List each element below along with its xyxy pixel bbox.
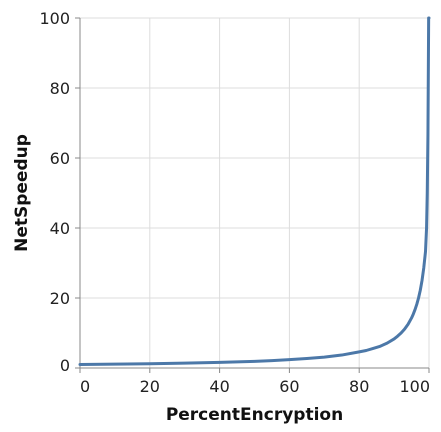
x-ticks: 0 20 40 60 80 100	[79, 368, 430, 396]
x-tick-label: 100	[399, 377, 430, 396]
y-tick-label: 80	[50, 79, 70, 98]
series-line	[78, 16, 431, 366]
y-axis-title: NetSpeedup	[12, 134, 32, 252]
axes	[79, 18, 429, 369]
x-tick-label: 0	[80, 377, 90, 396]
y-tick-label: 0	[60, 356, 70, 375]
grid	[79, 17, 430, 369]
y-tick-label: 100	[39, 9, 70, 28]
x-tick-label: 80	[349, 377, 369, 396]
x-tick-label: 40	[209, 377, 229, 396]
y-tick-label: 20	[50, 289, 70, 308]
y-ticks: 0 20 40 60 80 100	[39, 9, 80, 375]
y-tick-label: 40	[50, 219, 70, 238]
x-axis-title: PercentEncryption	[166, 405, 343, 425]
x-tick-label: 20	[140, 377, 160, 396]
y-tick-label: 60	[50, 149, 70, 168]
x-tick-label: 60	[279, 377, 299, 396]
